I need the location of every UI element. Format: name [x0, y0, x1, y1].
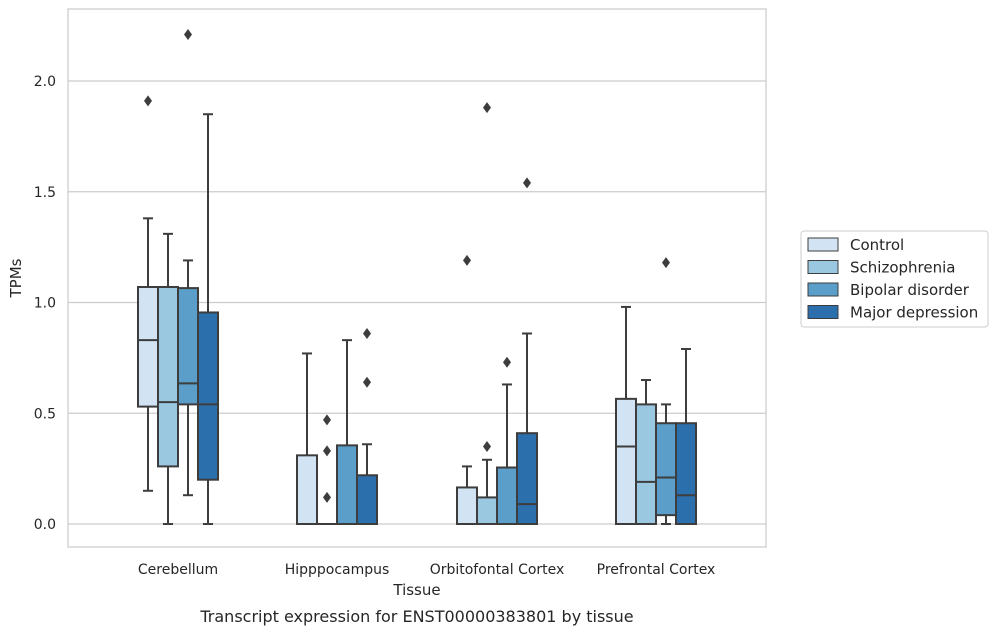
series-major-depression — [197, 113, 697, 525]
outlier-point — [503, 356, 511, 368]
outlier-point — [363, 328, 371, 340]
outlier-point — [184, 28, 192, 40]
outlier-point — [323, 414, 331, 426]
outlier-point — [483, 440, 491, 452]
legend-label: Major depression — [850, 304, 978, 322]
y-tick-label: 0.5 — [34, 406, 56, 422]
box — [296, 454, 318, 525]
plot-frame — [67, 8, 767, 548]
box — [516, 432, 538, 525]
box — [356, 474, 378, 525]
outlier-point — [323, 445, 331, 457]
legend-label: Control — [850, 236, 904, 254]
outlier-point — [363, 376, 371, 388]
x-tick-labels: Cerebellum Hipppocampus Orbitofontal Corte… — [138, 562, 715, 578]
box — [137, 285, 159, 408]
box — [336, 444, 358, 525]
x-tick-label: Cerebellum — [138, 562, 218, 578]
series-control — [137, 95, 637, 526]
legend-swatch — [807, 260, 839, 274]
y-tick-label: 1.0 — [34, 296, 56, 312]
series-schizophrenia — [157, 102, 657, 526]
legend-label: Schizophrenia — [850, 259, 955, 277]
series-bipolar-disorder — [177, 28, 677, 525]
box — [197, 311, 219, 481]
chart-caption: Transcript expression for ENST0000038380… — [199, 607, 633, 626]
box-series-group — [137, 28, 697, 526]
box — [675, 422, 697, 525]
outlier-point — [463, 254, 471, 266]
legend-frame — [800, 230, 989, 328]
y-tick-labels: 0.0 0.5 1.0 1.5 2.0 — [34, 74, 56, 533]
y-axis-title: TPMs — [7, 258, 25, 298]
outlier-point — [144, 95, 152, 107]
y-tick-label: 2.0 — [34, 74, 56, 90]
outlier-point — [523, 177, 531, 189]
legend-label: Bipolar disorder — [850, 281, 970, 299]
box — [655, 422, 677, 517]
y-tick-label: 1.5 — [34, 185, 56, 201]
x-tick-label: Hipppocampus — [285, 562, 390, 578]
box — [496, 466, 518, 525]
box — [476, 496, 498, 526]
box — [635, 403, 657, 526]
legend-swatch — [807, 305, 839, 319]
y-tick-label: 0.0 — [34, 517, 56, 533]
outlier-point — [323, 491, 331, 503]
box — [456, 486, 478, 526]
box — [157, 285, 179, 468]
outlier-point — [662, 257, 670, 269]
legend: Control Schizophrenia Bipolar disorder Majo… — [800, 230, 989, 328]
x-tick-label: Prefrontal Cortex — [597, 562, 716, 578]
box — [615, 397, 637, 526]
legend-swatch — [807, 282, 839, 297]
legend-swatch — [807, 237, 839, 252]
outlier-point — [483, 102, 491, 114]
x-axis-title: Tissue — [392, 581, 440, 599]
box — [177, 287, 199, 406]
x-tick-label: Orbitofontal Cortex — [430, 562, 565, 578]
